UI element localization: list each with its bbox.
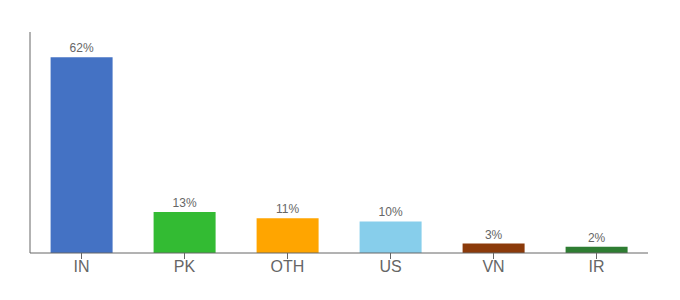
svg-text:PK: PK [174,258,196,275]
svg-text:US: US [379,258,401,275]
svg-text:IN: IN [74,258,90,275]
svg-text:2%: 2% [588,231,606,245]
svg-text:3%: 3% [485,228,503,242]
svg-text:11%: 11% [276,202,299,216]
svg-text:OTH: OTH [271,258,305,275]
svg-text:62%: 62% [70,41,94,55]
svg-text:13%: 13% [173,196,197,210]
svg-text:10%: 10% [379,205,403,219]
svg-text:IR: IR [589,258,605,275]
svg-text:VN: VN [482,258,504,275]
